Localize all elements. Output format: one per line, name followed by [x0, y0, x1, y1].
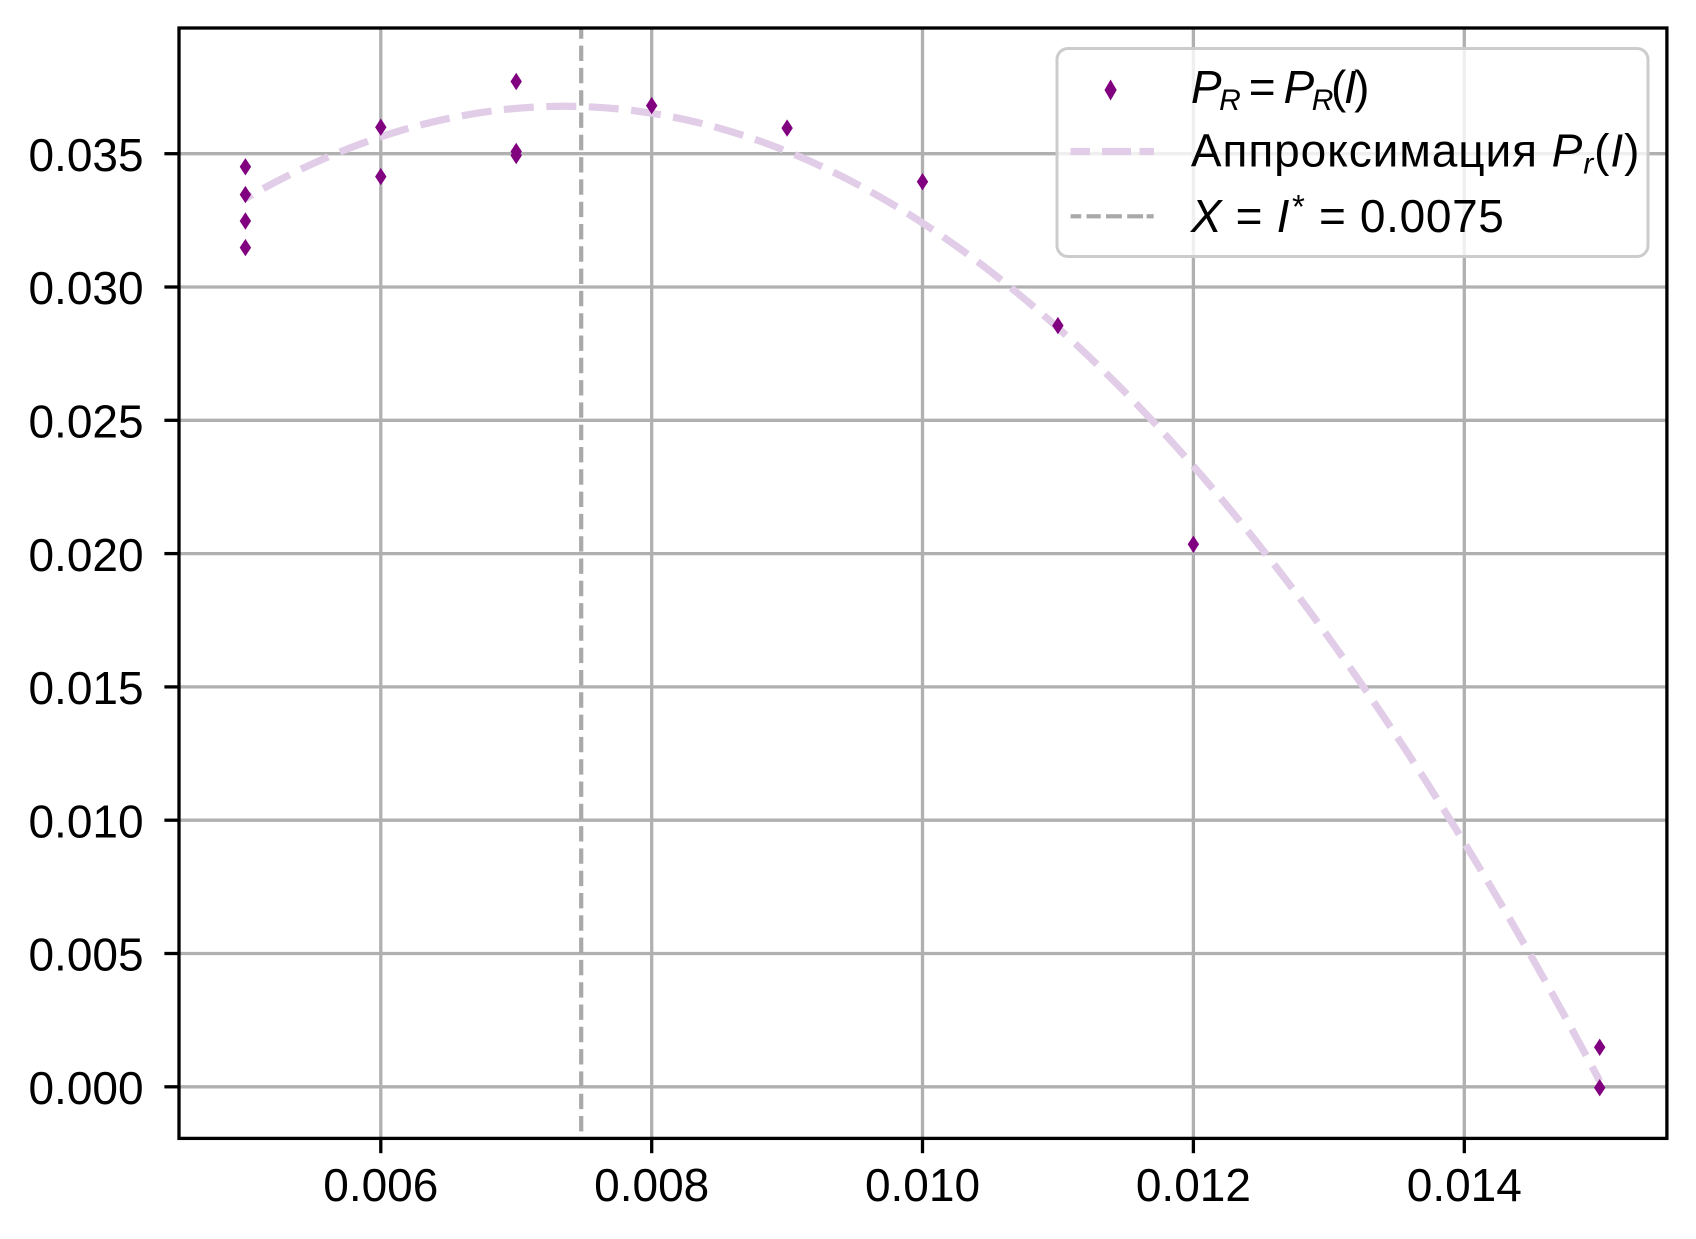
svg-text:0.000: 0.000	[28, 1062, 143, 1114]
svg-text:0.006: 0.006	[323, 1159, 438, 1211]
svg-text:0.010: 0.010	[865, 1159, 980, 1211]
svg-text:0.030: 0.030	[28, 262, 143, 314]
svg-text:0.025: 0.025	[28, 396, 143, 448]
svg-text:X = I* = 0.0075: X = I* = 0.0075	[1190, 188, 1504, 242]
svg-text:0.005: 0.005	[28, 929, 143, 981]
svg-text:PR = PR(I): PR = PR(I)	[1191, 61, 1370, 117]
svg-text:Аппроксимация Pr(I): Аппроксимация Pr(I)	[1191, 125, 1640, 181]
svg-text:0.012: 0.012	[1136, 1159, 1251, 1211]
svg-text:0.008: 0.008	[594, 1159, 709, 1211]
svg-text:0.014: 0.014	[1407, 1159, 1522, 1211]
svg-text:0.035: 0.035	[28, 129, 143, 181]
svg-text:0.015: 0.015	[28, 662, 143, 714]
svg-text:0.020: 0.020	[28, 529, 143, 581]
svg-text:0.010: 0.010	[28, 795, 143, 847]
